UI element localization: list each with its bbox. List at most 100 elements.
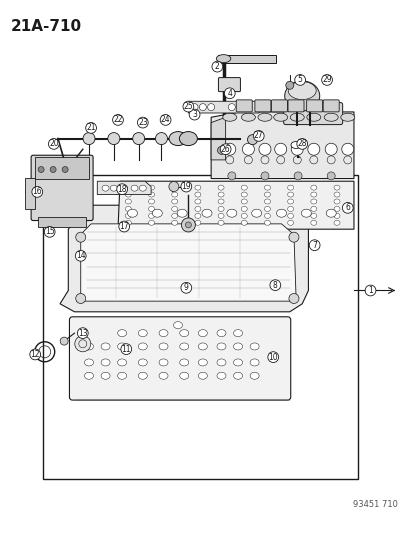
Text: 5: 5 <box>297 76 302 84</box>
Text: 19: 19 <box>181 182 191 191</box>
Polygon shape <box>211 112 353 179</box>
Ellipse shape <box>195 192 200 197</box>
Ellipse shape <box>117 343 126 350</box>
FancyBboxPatch shape <box>306 100 322 112</box>
Circle shape <box>285 81 293 90</box>
Ellipse shape <box>117 359 126 366</box>
Ellipse shape <box>218 206 223 212</box>
Ellipse shape <box>287 199 293 204</box>
Text: 29: 29 <box>321 76 331 84</box>
Ellipse shape <box>169 132 187 146</box>
Circle shape <box>326 172 335 180</box>
Text: 25: 25 <box>183 102 193 111</box>
Circle shape <box>244 103 251 111</box>
FancyBboxPatch shape <box>254 100 270 112</box>
Ellipse shape <box>148 199 154 204</box>
Bar <box>38 216 86 227</box>
Ellipse shape <box>222 113 236 122</box>
Ellipse shape <box>127 209 137 217</box>
Circle shape <box>185 222 191 228</box>
Polygon shape <box>118 181 353 229</box>
Ellipse shape <box>310 185 316 190</box>
Ellipse shape <box>233 372 242 379</box>
Ellipse shape <box>110 185 117 191</box>
Ellipse shape <box>159 343 168 350</box>
Ellipse shape <box>198 329 207 337</box>
Ellipse shape <box>179 132 197 146</box>
Text: 27: 27 <box>253 132 263 140</box>
Circle shape <box>191 103 197 111</box>
Ellipse shape <box>101 372 110 379</box>
Circle shape <box>189 109 199 120</box>
Ellipse shape <box>273 113 287 122</box>
Ellipse shape <box>117 372 126 379</box>
Text: 24: 24 <box>160 116 170 124</box>
Circle shape <box>108 133 119 144</box>
Ellipse shape <box>125 213 131 219</box>
Circle shape <box>181 218 195 232</box>
Text: 93451 710: 93451 710 <box>352 500 396 509</box>
Ellipse shape <box>171 206 177 212</box>
Ellipse shape <box>139 185 146 191</box>
Ellipse shape <box>179 359 188 366</box>
Ellipse shape <box>310 199 316 204</box>
Ellipse shape <box>290 141 300 149</box>
Text: 11: 11 <box>121 345 131 353</box>
Ellipse shape <box>287 185 293 190</box>
FancyBboxPatch shape <box>271 100 287 112</box>
Text: 6: 6 <box>344 204 349 212</box>
Circle shape <box>76 232 85 242</box>
Text: 26: 26 <box>220 145 230 154</box>
Ellipse shape <box>287 213 293 219</box>
Ellipse shape <box>310 206 316 212</box>
FancyBboxPatch shape <box>69 317 290 400</box>
Ellipse shape <box>171 199 177 204</box>
Ellipse shape <box>251 209 261 217</box>
Ellipse shape <box>276 209 286 217</box>
Ellipse shape <box>257 113 271 122</box>
Polygon shape <box>211 117 225 160</box>
Ellipse shape <box>179 329 188 337</box>
Circle shape <box>119 221 129 232</box>
Text: 4: 4 <box>227 89 232 98</box>
Ellipse shape <box>216 54 230 63</box>
Ellipse shape <box>218 220 223 225</box>
Circle shape <box>207 103 214 111</box>
Ellipse shape <box>233 343 242 350</box>
Text: 8: 8 <box>272 281 277 289</box>
Ellipse shape <box>159 359 168 366</box>
Circle shape <box>217 146 225 155</box>
Ellipse shape <box>159 329 168 337</box>
Ellipse shape <box>177 209 187 217</box>
Circle shape <box>183 101 193 112</box>
Ellipse shape <box>264 213 270 219</box>
Ellipse shape <box>249 372 259 379</box>
Circle shape <box>269 280 280 290</box>
Circle shape <box>296 139 307 149</box>
Text: 14: 14 <box>76 252 85 260</box>
Circle shape <box>294 75 305 85</box>
Bar <box>217 55 275 63</box>
Circle shape <box>307 143 319 155</box>
Ellipse shape <box>117 329 126 337</box>
Ellipse shape <box>198 372 207 379</box>
Polygon shape <box>60 205 308 312</box>
Circle shape <box>133 133 144 144</box>
Ellipse shape <box>310 213 316 219</box>
Circle shape <box>224 88 235 99</box>
Ellipse shape <box>152 209 162 217</box>
Ellipse shape <box>241 199 247 204</box>
Circle shape <box>169 182 178 191</box>
FancyBboxPatch shape <box>31 155 93 221</box>
Ellipse shape <box>284 81 319 111</box>
Circle shape <box>137 117 148 128</box>
Circle shape <box>60 337 68 345</box>
Circle shape <box>121 344 131 354</box>
Ellipse shape <box>101 359 110 366</box>
Ellipse shape <box>264 199 270 204</box>
Circle shape <box>227 172 235 180</box>
Ellipse shape <box>148 185 154 190</box>
Ellipse shape <box>241 206 247 212</box>
Ellipse shape <box>226 209 236 217</box>
Ellipse shape <box>131 185 138 191</box>
